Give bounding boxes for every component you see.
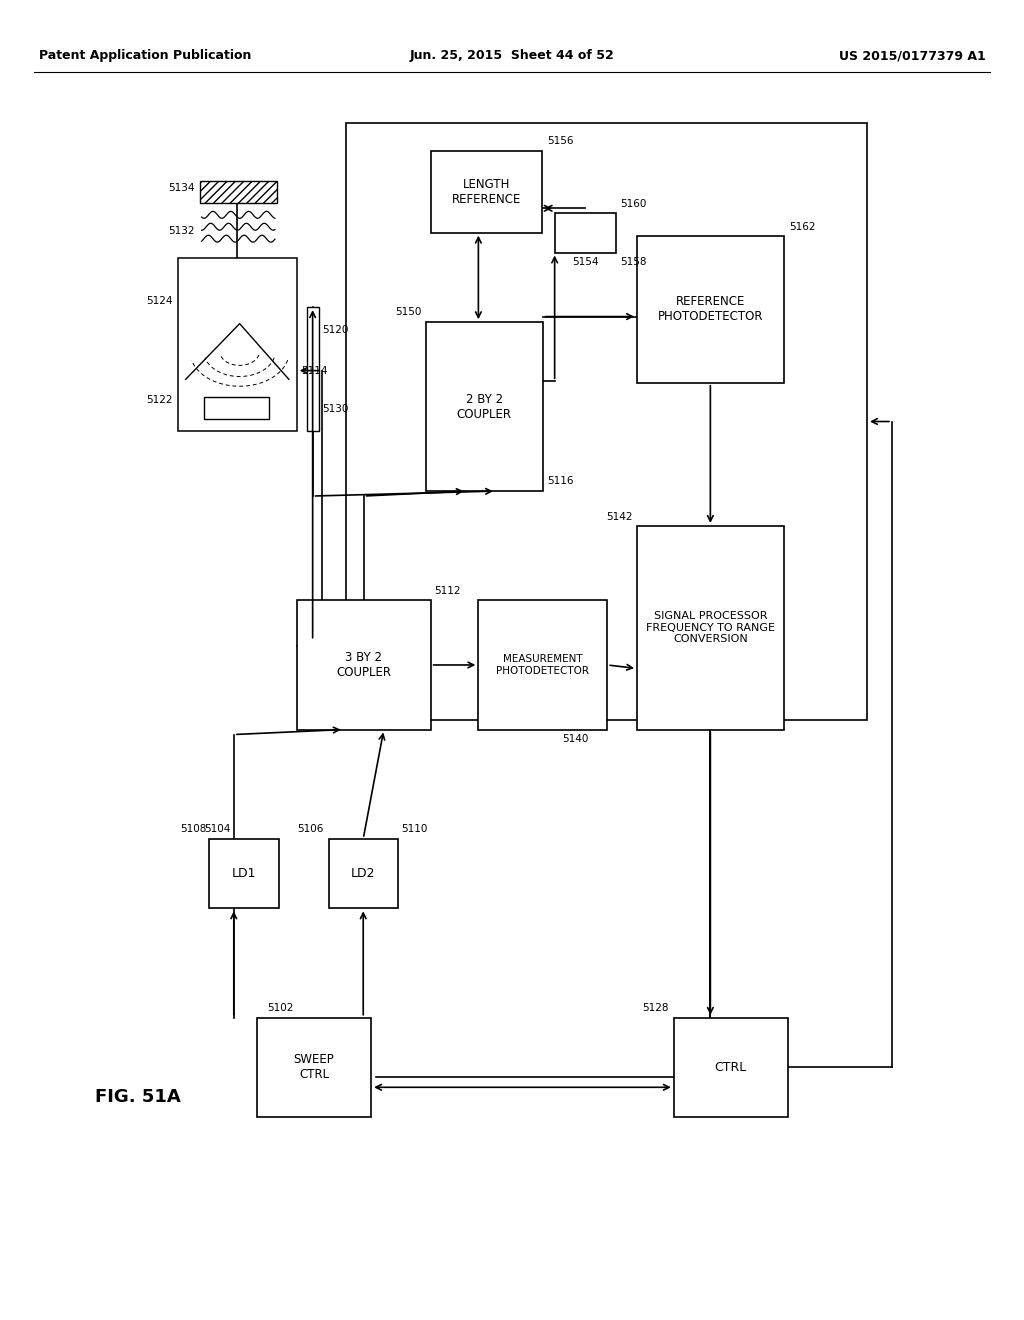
Text: 5130: 5130 (323, 404, 349, 414)
Bar (297, 601, 431, 730)
Text: CTRL: CTRL (715, 1061, 746, 1074)
Text: US 2015/0177379 A1: US 2015/0177379 A1 (840, 49, 986, 62)
Text: 5122: 5122 (146, 395, 173, 405)
Text: 5116: 5116 (547, 477, 573, 486)
Bar (346, 123, 867, 719)
Bar (257, 1018, 371, 1117)
Text: LD1: LD1 (232, 867, 256, 880)
Text: 5102: 5102 (267, 1003, 294, 1012)
Text: REFERENCE
PHOTODETECTOR: REFERENCE PHOTODETECTOR (657, 296, 763, 323)
Text: 2 BY 2
COUPLER: 2 BY 2 COUPLER (457, 392, 512, 421)
Text: 5112: 5112 (434, 586, 461, 597)
Text: 5150: 5150 (395, 308, 422, 317)
Text: 5154: 5154 (572, 256, 599, 267)
Text: Patent Application Publication: Patent Application Publication (39, 49, 251, 62)
Bar (431, 152, 542, 232)
Text: FIG. 51A: FIG. 51A (95, 1088, 181, 1106)
Text: 5128: 5128 (642, 1003, 669, 1012)
Bar (329, 840, 398, 908)
Text: LENGTH
REFERENCE: LENGTH REFERENCE (452, 178, 521, 206)
Bar (555, 213, 616, 252)
Text: 5108: 5108 (180, 824, 207, 834)
Bar (637, 236, 783, 383)
Text: SIGNAL PROCESSOR
FREQUENCY TO RANGE
CONVERSION: SIGNAL PROCESSOR FREQUENCY TO RANGE CONV… (646, 611, 775, 644)
Bar (478, 601, 607, 730)
Text: 3 BY 2
COUPLER: 3 BY 2 COUPLER (336, 651, 391, 678)
Text: MEASUREMENT
PHOTODETECTOR: MEASUREMENT PHOTODETECTOR (497, 655, 589, 676)
Text: Jun. 25, 2015  Sheet 44 of 52: Jun. 25, 2015 Sheet 44 of 52 (410, 49, 614, 62)
Text: 5132: 5132 (168, 226, 195, 236)
Bar (426, 322, 543, 491)
Text: 5120: 5120 (323, 325, 349, 334)
Text: 5110: 5110 (401, 824, 427, 834)
Bar (200, 181, 276, 203)
Text: 5142: 5142 (606, 512, 633, 521)
Text: 5160: 5160 (621, 199, 646, 209)
Text: 5124: 5124 (146, 296, 173, 306)
Text: 5104: 5104 (205, 824, 230, 834)
Text: 5158: 5158 (621, 256, 646, 267)
Bar (637, 525, 783, 730)
Text: 5106: 5106 (297, 824, 324, 834)
Bar (178, 257, 297, 432)
Text: 5134: 5134 (168, 183, 195, 193)
Bar (204, 397, 269, 418)
Text: 5140: 5140 (562, 734, 589, 743)
Bar (306, 308, 318, 432)
Text: 5156: 5156 (547, 136, 573, 147)
Text: 5114: 5114 (301, 366, 328, 376)
Text: 5162: 5162 (788, 222, 815, 232)
Bar (674, 1018, 787, 1117)
Text: LD2: LD2 (351, 867, 376, 880)
Bar (210, 840, 279, 908)
Text: SWEEP
CTRL: SWEEP CTRL (294, 1053, 335, 1081)
